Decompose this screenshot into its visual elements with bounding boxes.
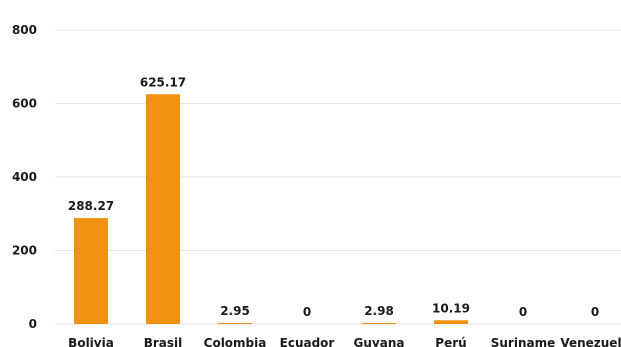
data-label: 0 (591, 305, 599, 319)
gridlines (55, 29, 621, 325)
bar (74, 218, 108, 324)
x-tick-label: Ecuador (280, 336, 335, 347)
bars (74, 94, 468, 324)
x-axis-labels: Bolivia Brasil Colombia Ecuador Guyana Perú Su… (68, 336, 621, 347)
x-tick-label: Venezuela (560, 336, 621, 347)
data-label: 0 (303, 305, 311, 319)
data-label: 2.98 (364, 304, 394, 318)
y-tick-label: 600 (12, 97, 37, 111)
bar (146, 94, 180, 324)
y-tick-label: 800 (12, 23, 37, 37)
bar (362, 322, 396, 324)
x-tick-label: Perú (435, 336, 466, 347)
y-axis-ticks: 800 600 400 200 0 (12, 23, 37, 331)
y-tick-label: 0 (29, 317, 37, 331)
x-tick-label: Bolivia (68, 336, 114, 347)
x-tick-label: Brasil (144, 336, 183, 347)
y-tick-label: 400 (12, 170, 37, 184)
data-label: 625.17 (140, 75, 186, 89)
bar (218, 322, 252, 324)
x-tick-label: Colombia (204, 336, 267, 347)
x-tick-label: Guyana (354, 336, 405, 347)
data-labels: 288.27 625.17 2.95 0 2.98 10.19 0 0 (68, 75, 599, 319)
x-tick-label: Suriname (491, 336, 556, 347)
y-tick-label: 200 (12, 244, 37, 258)
data-label: 288.27 (68, 199, 114, 213)
data-label: 10.19 (432, 301, 470, 315)
data-label: 2.95 (220, 304, 250, 318)
data-label: 0 (519, 305, 527, 319)
bar (434, 320, 468, 324)
